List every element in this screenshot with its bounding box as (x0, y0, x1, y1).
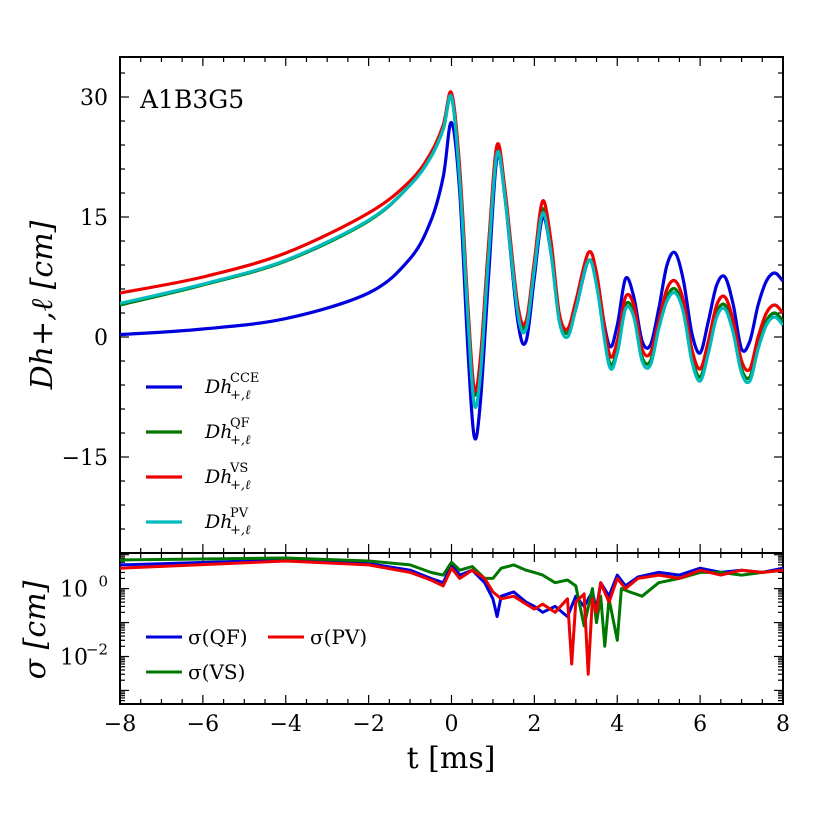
legend-label: Dh (204, 466, 232, 488)
top-ytick-label: −15 (62, 446, 108, 471)
sigma-legend-label: σ(PV) (310, 625, 367, 649)
bottom-ticks (119, 553, 784, 705)
sigma-line (120, 556, 783, 648)
panel-annotation: A1B3G5 (139, 85, 244, 114)
bottom-panel: 10−210 0 σ [cm] σ(QF) σ(PV)σ(VS) −8 −6 −4 −2 0… (18, 552, 790, 776)
xtick-label: 0 (445, 712, 459, 737)
top-lines (120, 90, 783, 441)
bottom-ytick-exponent: 0 (98, 573, 108, 591)
bottom-ylabel: σ [cm] (18, 580, 53, 679)
series-line-qf (120, 94, 783, 397)
bottom-ytick-labels: 10−210 0 (60, 573, 108, 671)
sigma-legend-label: σ(QF) (188, 625, 248, 649)
top-ylabel: Dh+,ℓ [cm] (25, 220, 60, 390)
series-line-pv (120, 93, 783, 409)
top-ytick-labels: −15 0 15 30 (62, 86, 108, 471)
xtick-label: 4 (610, 712, 624, 737)
xtick-label: 8 (776, 712, 790, 737)
legend-superscript: VS (229, 461, 248, 476)
legend-subscript: +,ℓ (230, 433, 251, 448)
xtick-label: −4 (270, 712, 302, 737)
bottom-legend: σ(QF) σ(PV) σ(VS) (146, 625, 367, 684)
bottom-ytick-label: 10 (60, 578, 88, 603)
bottom-ytick-exponent: −2 (86, 640, 108, 658)
bottom-lines (120, 556, 783, 676)
legend-subscript: +,ℓ (230, 388, 251, 403)
sigma-line (120, 559, 783, 676)
legend-superscript: CCE (230, 371, 259, 386)
top-ticks (119, 57, 784, 554)
xtick-label: −2 (352, 712, 384, 737)
bottom-ytick-label: 10 (60, 645, 88, 670)
legend-superscript: QF (230, 416, 250, 431)
xtick-label: −6 (187, 712, 219, 737)
legend-label: Dh (204, 511, 232, 533)
legend-label: Dh (204, 376, 232, 398)
xtick-labels: −8 −6 −4 −2 0 2 4 6 8 (104, 712, 790, 737)
legend-label: Dh (204, 421, 232, 443)
legend-superscript: PV (230, 506, 249, 521)
xtick-label: 2 (527, 712, 541, 737)
series-line-vs (120, 90, 783, 393)
legend-subscript: +,ℓ (230, 523, 251, 538)
sigma-legend-label: σ(VS) (188, 660, 245, 684)
xtick-label: 6 (693, 712, 707, 737)
legend-subscript: +,ℓ (230, 478, 251, 493)
xtick-label: −8 (104, 712, 136, 737)
top-ytick-label: 0 (94, 326, 108, 351)
x-axis-label: t [ms] (407, 741, 496, 776)
top-ytick-label: 30 (80, 86, 108, 111)
top-ytick-label: 15 (80, 206, 108, 231)
